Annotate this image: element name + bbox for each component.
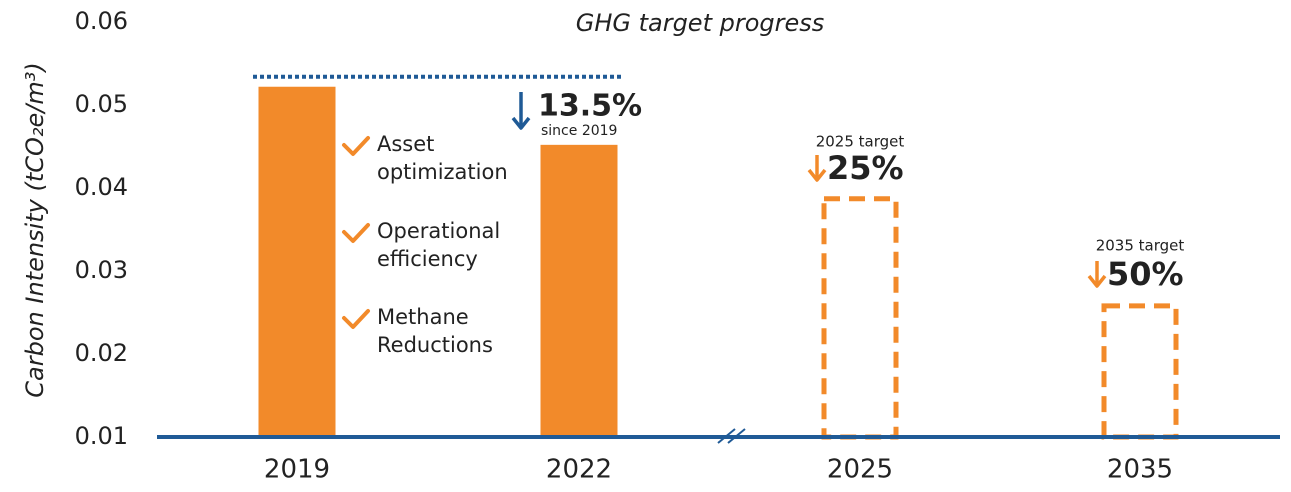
x-tick-label: 2022 — [546, 455, 612, 485]
y-tick-label: 0.02 — [75, 339, 128, 367]
target-label: 2035 target — [1096, 237, 1185, 255]
target-value: 50% — [1107, 255, 1184, 293]
bar — [258, 86, 336, 438]
change-note: since 2019 — [541, 123, 617, 139]
y-axis-title: Carbon Intensity (tCO₂e/m³) — [21, 62, 49, 397]
checklist-item: efficiency — [377, 247, 478, 271]
chart-title: GHG target progress — [576, 9, 825, 37]
y-tick-label: 0.04 — [75, 173, 128, 201]
x-tick-label: 2025 — [827, 455, 893, 485]
arrow-head — [511, 116, 531, 130]
bar — [821, 196, 899, 440]
target-value: 25% — [827, 149, 904, 187]
x-tick-label: 2019 — [264, 455, 330, 485]
y-tick-label: 0.01 — [75, 422, 128, 450]
y-tick-label: 0.06 — [75, 7, 128, 35]
checklist-item: optimization — [377, 160, 508, 184]
y-tick-label: 0.05 — [75, 90, 128, 118]
checklist-item: Asset — [377, 132, 434, 156]
arrow-head — [1087, 274, 1107, 288]
arrow-head — [807, 168, 827, 182]
y-tick-label: 0.03 — [75, 256, 128, 284]
axis-break — [717, 428, 736, 444]
check-mark — [342, 309, 370, 329]
bar — [1101, 303, 1179, 440]
target-label: 2025 target — [816, 133, 905, 151]
checklist-item: Reductions — [377, 333, 493, 357]
check-mark — [342, 136, 370, 156]
change-value: 13.5% — [538, 89, 642, 124]
axis-break — [727, 428, 746, 444]
bar — [540, 144, 618, 437]
check-mark — [342, 223, 370, 243]
x-tick-label: 2035 — [1107, 455, 1173, 485]
checklist-item: Methane — [377, 305, 469, 329]
checklist-item: Operational — [377, 219, 500, 243]
